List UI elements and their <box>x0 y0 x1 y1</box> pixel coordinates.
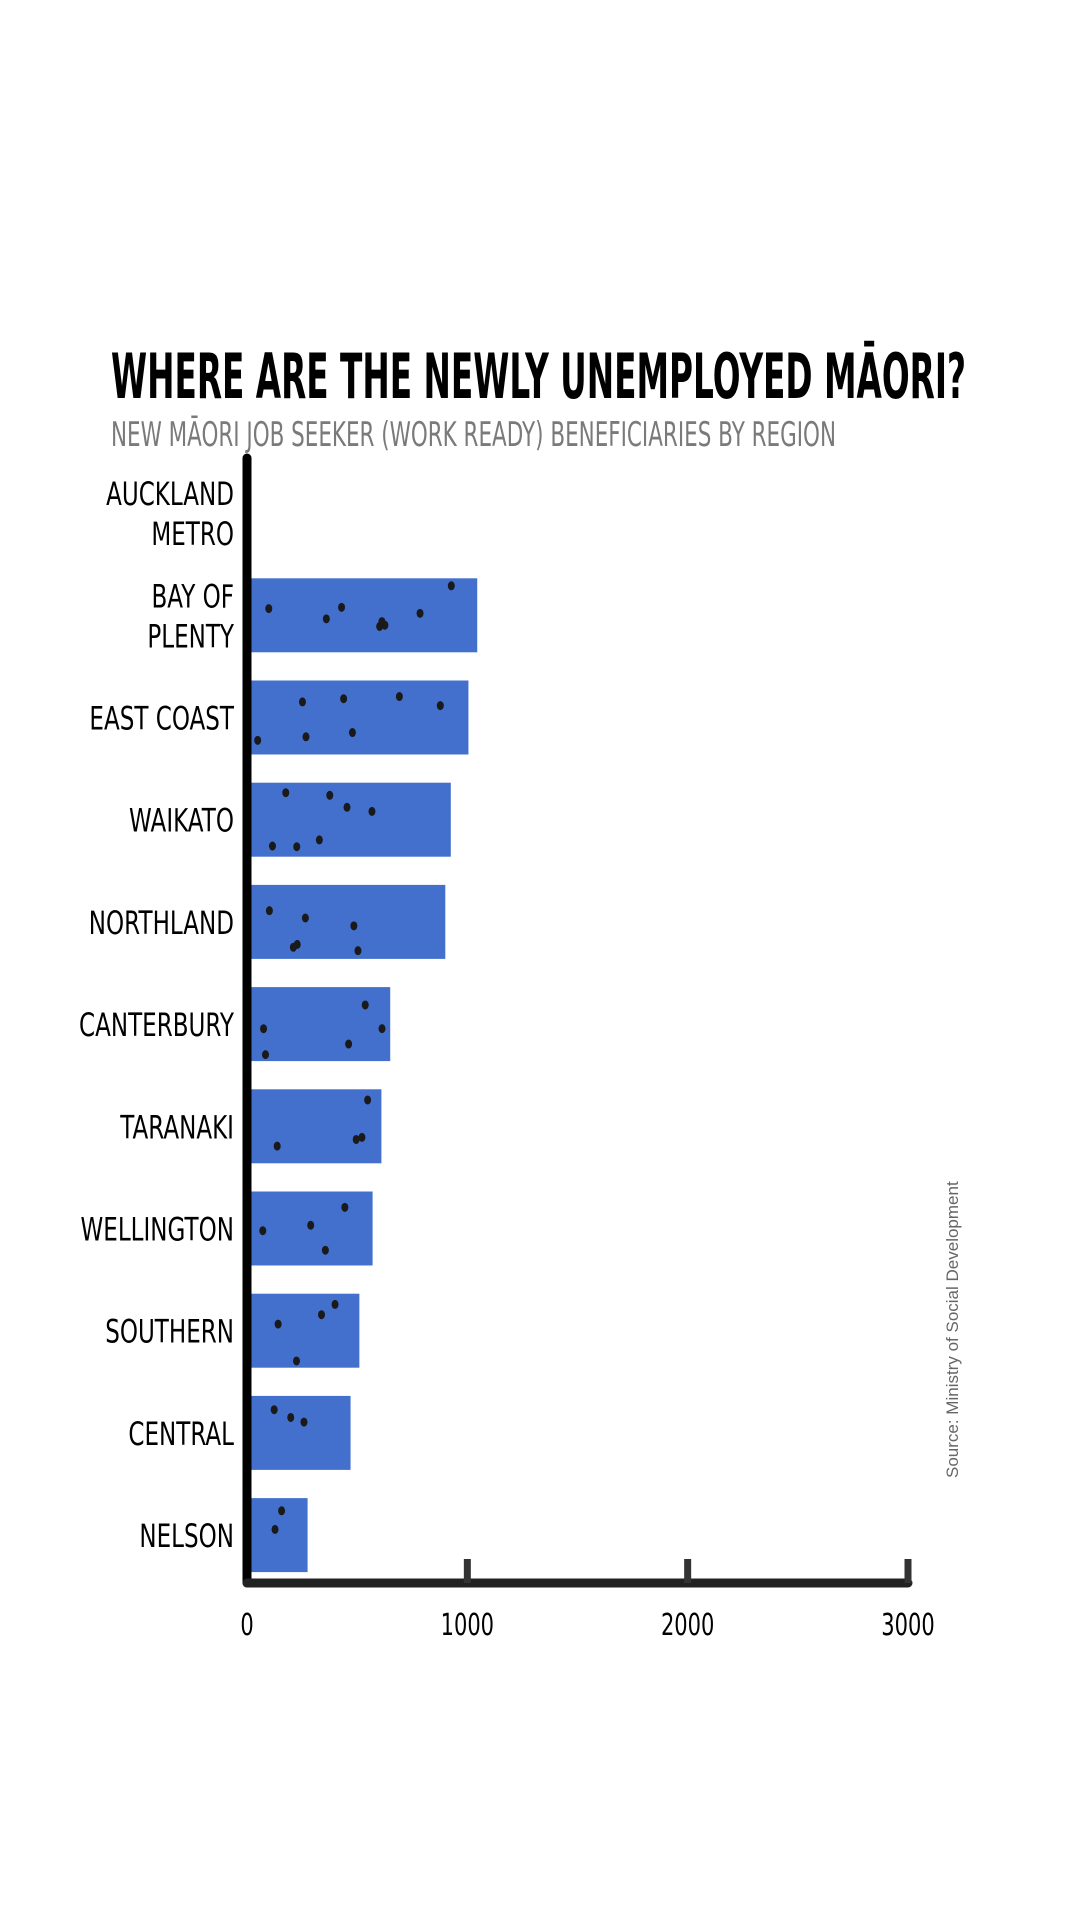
bar <box>251 1293 360 1368</box>
bar-speckle <box>326 790 334 800</box>
bar-speckle <box>361 1000 369 1010</box>
chart-title: WHERE ARE THE NEWLY UNEMPLOYED MĀORI? <box>111 340 966 413</box>
bar-speckle <box>265 906 273 916</box>
bar <box>251 1395 351 1470</box>
category-label: SOUTHERN <box>105 1313 234 1351</box>
bar <box>251 884 446 959</box>
bar-speckle <box>343 802 351 812</box>
bar <box>251 782 451 857</box>
bar-speckle <box>315 835 323 845</box>
bar-speckle <box>322 614 330 624</box>
bar <box>251 680 469 755</box>
bar-speckle <box>317 1310 325 1320</box>
bar-speckle <box>293 939 301 949</box>
bar-speckle <box>436 701 444 711</box>
bar-speckle <box>447 581 455 591</box>
chart-subtitle: NEW MĀORI JOB SEEKER (WORK READY) BENEFI… <box>111 415 836 455</box>
bar-speckle <box>352 1134 360 1144</box>
bar-speckle <box>293 842 301 852</box>
bar-speckle <box>348 728 356 738</box>
x-tick-label: 0 <box>240 1608 253 1643</box>
bar-speckle <box>265 604 273 614</box>
bar-speckle <box>345 1039 353 1049</box>
bar-speckle <box>271 1524 279 1534</box>
category-label: NELSON <box>139 1517 234 1555</box>
category-label: CANTERBURY <box>79 1006 235 1044</box>
bar-speckle <box>302 732 310 742</box>
bar-speckle <box>350 921 358 931</box>
source-note: Source: Ministry of Social Development <box>943 1181 962 1478</box>
bar-speckle <box>282 788 290 798</box>
category-label: CENTRAL <box>128 1415 234 1453</box>
bar-speckle <box>321 1245 329 1255</box>
x-tick-label: 1000 <box>441 1608 494 1643</box>
category-label: METRO <box>151 515 234 553</box>
x-tick-label: 2000 <box>661 1608 714 1643</box>
x-tick-label: 3000 <box>881 1608 934 1643</box>
bar-speckle <box>260 1024 268 1034</box>
bar-speckle <box>307 1220 315 1230</box>
category-label: EAST COAST <box>89 700 234 738</box>
category-label: PLENTY <box>147 617 234 655</box>
bar-speckle <box>378 1024 386 1034</box>
category-label: AUCKLAND <box>106 475 234 513</box>
bar-speckle <box>262 1050 270 1060</box>
bar-speckle <box>254 735 262 745</box>
bar-speckle <box>287 1412 295 1422</box>
bar-speckle <box>340 694 348 704</box>
bar-speckle <box>331 1299 339 1309</box>
bar <box>251 1089 382 1164</box>
bar-speckle <box>268 841 276 851</box>
bar-speckle <box>341 1202 349 1212</box>
category-label: NORTHLAND <box>89 904 234 942</box>
bar-speckle <box>301 913 309 923</box>
bar <box>251 578 478 653</box>
bar-speckle <box>270 1405 278 1415</box>
bar-speckle <box>300 1417 308 1427</box>
bar-speckle <box>273 1141 281 1151</box>
category-label: WAIKATO <box>129 802 234 840</box>
bar-speckle <box>338 602 346 612</box>
bar-speckle <box>259 1226 267 1236</box>
bar-speckle <box>368 806 376 816</box>
category-label: WELLINGTON <box>81 1211 234 1249</box>
bar-speckle <box>274 1319 282 1329</box>
bar-speckle <box>298 697 306 707</box>
bar-speckle <box>378 617 386 627</box>
bar-speckle <box>293 1356 301 1366</box>
bar-speckle <box>395 692 403 702</box>
bar-speckle <box>416 608 424 618</box>
bar-speckle <box>354 946 362 956</box>
bar-speckle <box>364 1095 372 1105</box>
bar-speckle <box>358 1132 366 1142</box>
category-label: BAY OF <box>151 577 234 615</box>
bar <box>251 987 391 1062</box>
bar-speckle <box>278 1506 286 1516</box>
category-label: TARANAKI <box>119 1108 234 1146</box>
